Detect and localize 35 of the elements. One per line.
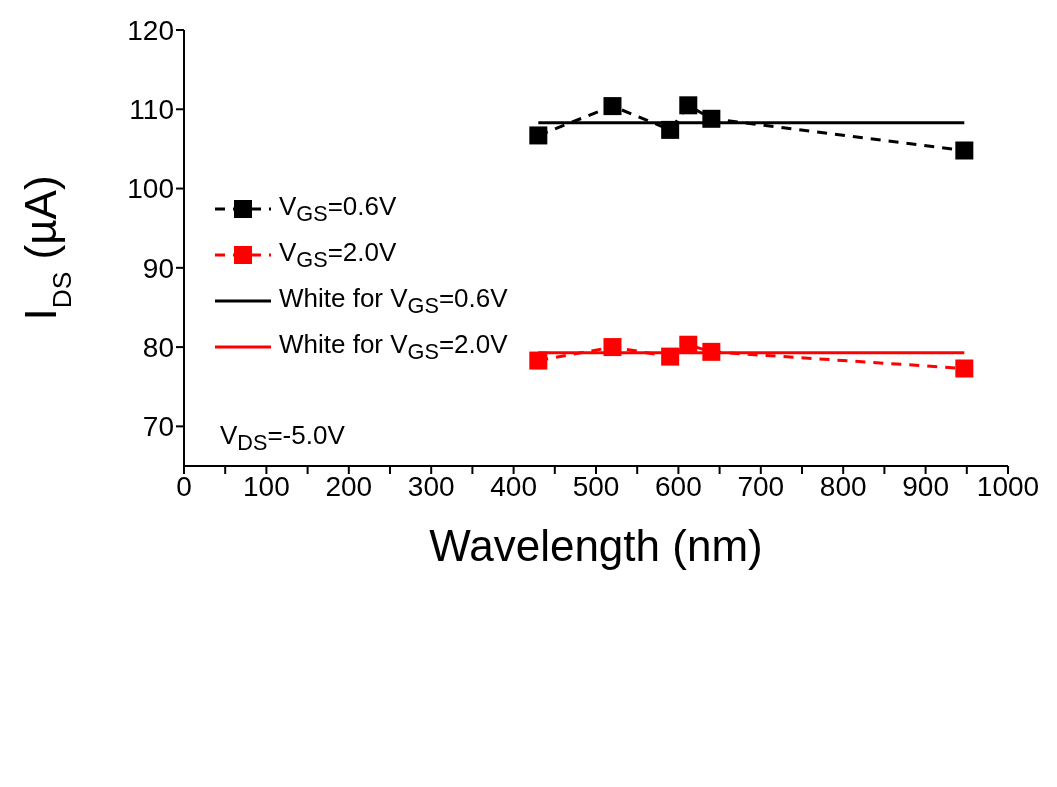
point <box>529 126 548 145</box>
x-tick-label: 300 <box>407 470 455 502</box>
point <box>679 96 698 115</box>
y-tick-label: 110 <box>129 94 174 126</box>
y-tick-label: 120 <box>127 14 174 46</box>
x-tick-label: 400 <box>490 470 537 502</box>
point <box>603 338 622 357</box>
point <box>702 342 721 361</box>
y-tick-label: 90 <box>142 252 174 284</box>
x-tick-label: 600 <box>655 470 702 502</box>
x-tick-label: 500 <box>572 470 620 502</box>
point <box>661 120 680 139</box>
point <box>702 109 721 128</box>
point <box>661 347 680 366</box>
point <box>955 141 974 160</box>
x-tick-label: 800 <box>819 470 867 502</box>
legend-label: V$_{GS}$=2.0V <box>279 236 397 274</box>
x-tick-label: 1000 <box>976 470 1040 502</box>
x-tick-label: 900 <box>902 470 949 502</box>
annotation: V$_{DS}$=-5.0V <box>220 420 345 457</box>
x-axis-title: Wavelength (nm) <box>429 521 763 570</box>
y-tick-label: 70 <box>142 411 174 443</box>
legend-label: White for V$_{GS}$=2.0V <box>279 328 508 366</box>
y-tick-label: 80 <box>142 332 174 364</box>
legend-label: White for V$_{GS}$=0.6V <box>279 282 508 320</box>
point <box>529 351 548 370</box>
y-tick-label: 100 <box>127 173 174 205</box>
legend-label: V$_{GS}$=0.6V <box>279 190 397 228</box>
x-tick-label: 0 <box>176 470 192 502</box>
x-tick-label: 200 <box>325 470 373 502</box>
point <box>603 97 622 116</box>
point <box>955 359 974 378</box>
x-tick-label: 100 <box>243 470 290 502</box>
x-tick-label: 700 <box>737 470 785 502</box>
point <box>679 335 698 354</box>
